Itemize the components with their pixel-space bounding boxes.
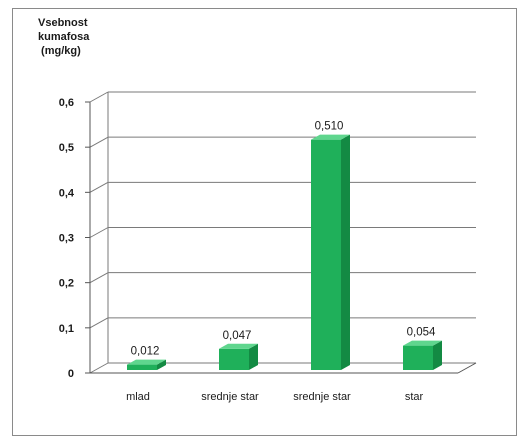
y-axis-title-line-2: kumafosa <box>38 31 90 43</box>
y-tick-label: 0,6 <box>59 97 74 109</box>
y-tick-label: 0,5 <box>59 142 74 154</box>
bar-layer <box>127 134 442 370</box>
x-category-label: srednje star <box>293 391 351 403</box>
x-category-label: star <box>405 391 424 403</box>
bar-front <box>127 364 157 370</box>
gridline-side <box>89 91 109 103</box>
bar-top <box>311 134 350 140</box>
y-axis-title-line-1: Vsebnost <box>38 17 88 29</box>
x-category-label: mlad <box>126 391 150 403</box>
axis-layer <box>85 92 477 374</box>
gridline-side <box>89 227 109 238</box>
bar-side <box>157 359 166 370</box>
bar-front <box>311 139 341 370</box>
label-layer: 0 0,1 0,2 0,3 0,4 0,5 0,6 0,012 mlad 0,047 srednje… <box>59 97 436 403</box>
bar-value-label: 0,054 <box>407 327 436 339</box>
y-tick-label: 0,3 <box>59 233 74 245</box>
y-axis-title: Vsebnost kumafosa (mg/kg) <box>38 16 89 58</box>
bar-front <box>403 345 433 370</box>
bar <box>403 340 442 370</box>
bar <box>219 343 258 370</box>
bar <box>311 134 350 370</box>
y-tick-label: 0 <box>68 368 74 380</box>
bar-value-label: 0,047 <box>223 330 252 342</box>
gridline-side <box>89 272 109 284</box>
gridline-side <box>89 317 109 329</box>
bar-front <box>219 348 249 370</box>
y-tick-label: 0,4 <box>59 187 75 199</box>
gridline-side <box>89 181 109 193</box>
gridline-side <box>89 362 109 374</box>
y-tick-label: 0,2 <box>59 278 74 290</box>
y-axis-title-line-3: (mg/kg) <box>38 45 81 57</box>
gridline-side <box>89 136 109 148</box>
bar-top <box>219 343 258 349</box>
bar-side <box>433 340 442 370</box>
bar-value-label: 0,510 <box>315 121 344 133</box>
bar <box>127 359 166 370</box>
bar-value-label: 0,012 <box>131 346 160 358</box>
x-category-label: srednje star <box>201 391 259 403</box>
bar-top <box>403 340 442 346</box>
bar-side <box>249 343 258 370</box>
y-tick-label: 0,1 <box>59 323 74 335</box>
bar-top <box>127 359 166 365</box>
bar-side <box>341 134 350 370</box>
floor-right-edge <box>457 362 477 374</box>
